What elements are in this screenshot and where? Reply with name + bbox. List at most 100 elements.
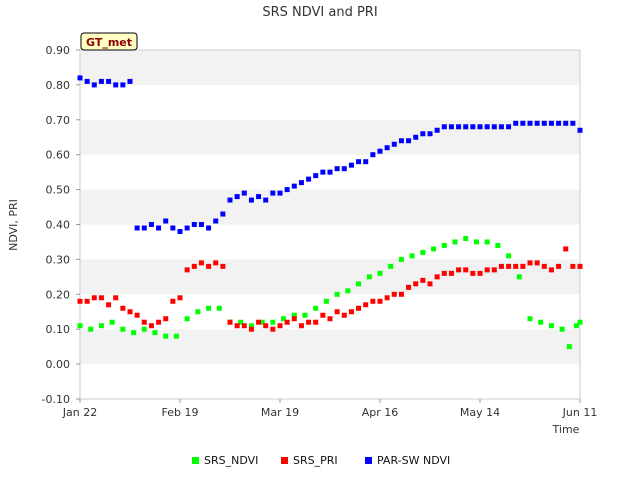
data-point bbox=[470, 124, 476, 130]
x-axis-title: Time bbox=[552, 423, 580, 436]
data-point bbox=[213, 218, 219, 224]
data-point bbox=[281, 316, 287, 322]
data-point bbox=[484, 124, 490, 130]
data-point bbox=[527, 260, 533, 266]
data-point bbox=[284, 187, 290, 193]
data-point bbox=[563, 246, 569, 252]
grid-band bbox=[80, 189, 580, 225]
data-point bbox=[141, 225, 147, 231]
data-point bbox=[77, 323, 83, 329]
data-point bbox=[548, 323, 554, 329]
data-point bbox=[241, 190, 247, 196]
data-point bbox=[441, 270, 447, 276]
data-point bbox=[184, 225, 190, 231]
data-point bbox=[320, 169, 326, 175]
legend-label: SRS_PRI bbox=[293, 454, 338, 467]
data-point bbox=[156, 225, 162, 231]
data-point bbox=[263, 197, 269, 203]
data-point bbox=[220, 263, 226, 269]
grid-band bbox=[80, 84, 580, 120]
data-point bbox=[177, 295, 183, 301]
data-point bbox=[127, 78, 133, 84]
data-point bbox=[556, 120, 562, 126]
data-point bbox=[541, 120, 547, 126]
data-point bbox=[538, 319, 544, 325]
data-point bbox=[398, 291, 404, 297]
data-point bbox=[248, 326, 254, 332]
y-tick-label: 0.00 bbox=[46, 358, 71, 371]
plot-bands bbox=[80, 50, 580, 399]
data-point bbox=[356, 305, 362, 311]
badge: GT_met bbox=[80, 32, 138, 51]
data-point bbox=[348, 162, 354, 168]
data-point bbox=[377, 148, 383, 154]
data-point bbox=[206, 225, 212, 231]
data-point bbox=[152, 330, 158, 336]
data-point bbox=[427, 131, 433, 137]
data-point bbox=[327, 316, 333, 322]
data-point bbox=[484, 267, 490, 273]
data-point bbox=[388, 263, 394, 269]
data-point bbox=[270, 326, 276, 332]
grid-band bbox=[80, 294, 580, 330]
data-point bbox=[527, 120, 533, 126]
data-point bbox=[113, 82, 119, 88]
data-point bbox=[452, 239, 458, 245]
data-point bbox=[563, 120, 569, 126]
x-tick-label: Mar 19 bbox=[261, 406, 299, 419]
data-point bbox=[84, 298, 90, 304]
legend-swatch bbox=[365, 457, 372, 464]
data-point bbox=[477, 270, 483, 276]
data-point bbox=[259, 319, 265, 325]
data-point bbox=[413, 134, 419, 140]
y-tick-label: 0.90 bbox=[46, 44, 71, 57]
data-point bbox=[238, 319, 244, 325]
data-point bbox=[573, 323, 579, 329]
legend-label: SRS_NDVI bbox=[204, 454, 258, 467]
data-point bbox=[384, 295, 390, 301]
data-point bbox=[548, 267, 554, 273]
grid-band bbox=[80, 224, 580, 260]
data-point bbox=[206, 305, 212, 311]
y-tick-label: 0.70 bbox=[46, 114, 71, 127]
data-point bbox=[277, 323, 283, 329]
grid-band bbox=[80, 50, 580, 85]
data-point bbox=[406, 138, 412, 144]
data-point bbox=[323, 298, 329, 304]
data-point bbox=[156, 319, 162, 325]
data-point bbox=[227, 319, 233, 325]
data-point bbox=[341, 166, 347, 172]
data-point bbox=[413, 281, 419, 287]
y-tick-label: 0.20 bbox=[46, 288, 71, 301]
data-point bbox=[163, 316, 169, 322]
data-point bbox=[163, 333, 169, 339]
data-point bbox=[106, 302, 112, 308]
series-par-sw-ndvi bbox=[77, 75, 583, 234]
data-point bbox=[334, 166, 340, 172]
data-point bbox=[498, 124, 504, 130]
data-point bbox=[313, 173, 319, 179]
data-point bbox=[477, 124, 483, 130]
data-point bbox=[127, 309, 133, 315]
data-point bbox=[420, 131, 426, 137]
data-point bbox=[366, 274, 372, 280]
data-point bbox=[198, 260, 204, 266]
data-point bbox=[120, 305, 126, 311]
data-point bbox=[470, 270, 476, 276]
y-tick-label: 0.60 bbox=[46, 149, 71, 162]
data-point bbox=[441, 124, 447, 130]
data-point bbox=[320, 312, 326, 318]
data-point bbox=[448, 270, 454, 276]
x-tick-label: Jun 11 bbox=[562, 406, 598, 419]
data-point bbox=[213, 260, 219, 266]
data-point bbox=[148, 222, 154, 227]
data-point bbox=[84, 78, 90, 84]
data-point bbox=[577, 319, 583, 325]
data-point bbox=[91, 82, 97, 88]
data-point bbox=[441, 242, 447, 248]
x-axis: Jan 22 Feb 19 Mar 19 Apr 16 May 14 Jun 11 bbox=[62, 399, 598, 419]
data-point bbox=[506, 253, 512, 259]
data-point bbox=[77, 75, 83, 81]
data-point bbox=[448, 124, 454, 130]
